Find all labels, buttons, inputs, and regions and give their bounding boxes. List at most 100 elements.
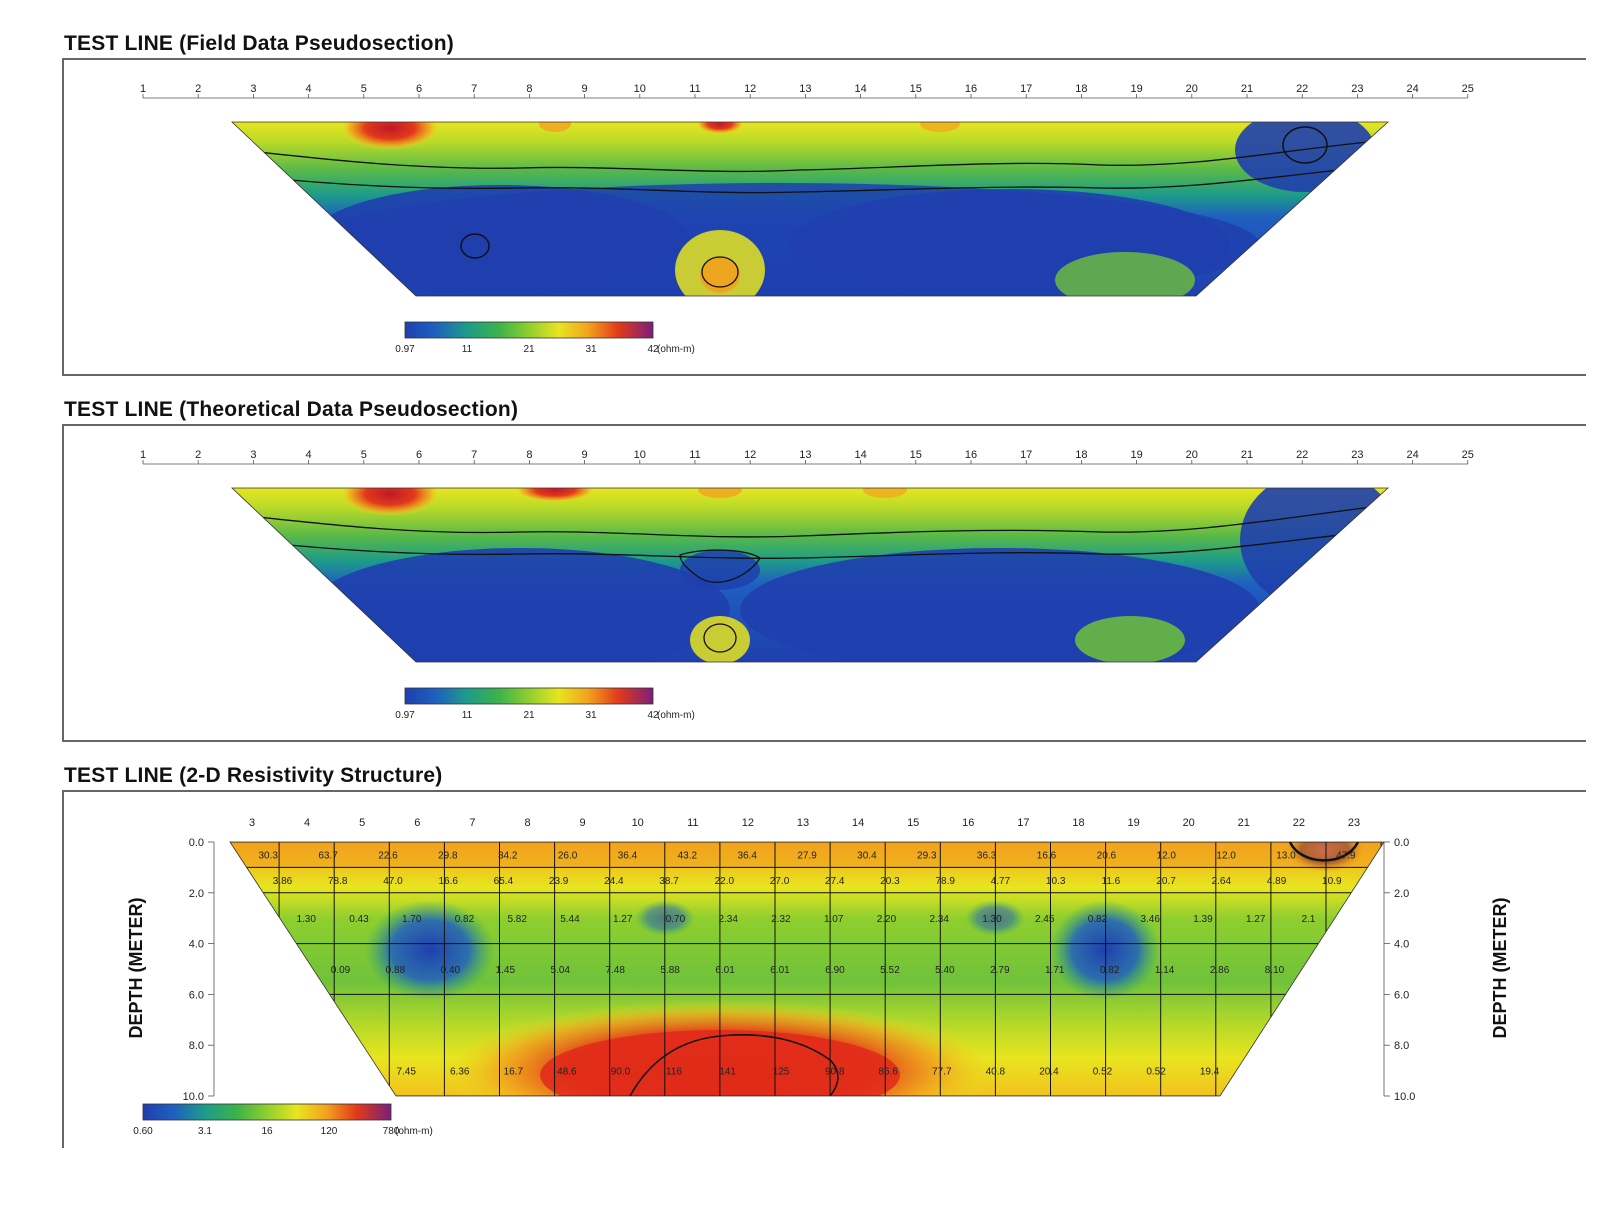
cell-value: 1.27: [613, 914, 633, 925]
cell-value: 4.77: [991, 876, 1011, 887]
panel-frame-theoretical: [62, 424, 1586, 742]
cell-value: 63.7: [318, 851, 338, 862]
cell-value: 23.9: [549, 876, 569, 887]
electrode-tick-label: 16: [965, 449, 977, 461]
cell-value: 0.88: [386, 965, 406, 976]
electrode-tick-label: 10: [634, 83, 646, 95]
cell-value: 20.3: [880, 876, 900, 887]
electrode-tick-label: 9: [580, 817, 586, 829]
electrode-tick-label: 5: [361, 83, 367, 95]
electrode-tick-label: 15: [907, 817, 919, 829]
cell-value: 12.0: [1216, 851, 1236, 862]
electrode-tick-label: 6: [414, 817, 420, 829]
cell-value: 22.0: [715, 876, 735, 887]
theoretical-pseudosection: [230, 487, 1390, 663]
theoretical-electrode-ticks: 1 2 3 4 5 6 7 8 9 10 11 12 13 14 15 16 17 18 19 20 21 22 23 24 2…: [140, 449, 1474, 465]
electrode-tick-label: 25: [1462, 83, 1474, 95]
cell-value: 43.2: [678, 851, 698, 862]
electrode-tick-label: 13: [797, 817, 809, 829]
cell-value: 5.44: [560, 914, 580, 925]
electrode-tick-label: 12: [744, 449, 756, 461]
cell-value: 0.40: [441, 965, 461, 976]
structure-electrode-ticks: 3 4 5 6 7 8 9 10 11 12 13 14 15 16 17 18 19 20 21 22 23: [249, 817, 1360, 829]
electrode-tick-label: 20: [1186, 83, 1198, 95]
electrode-tick-label: 21: [1241, 83, 1253, 95]
cell-value: 2.20: [877, 914, 897, 925]
electrode-tick-label: 14: [854, 449, 866, 461]
depth-tick-label: 10.0: [183, 1091, 204, 1103]
electrode-tick-label: 20: [1183, 817, 1195, 829]
cell-value: 77.7: [932, 1067, 952, 1078]
electrode-tick-label: 22: [1296, 83, 1308, 95]
cell-value: 125: [773, 1067, 790, 1078]
cell-value: 1.71: [1045, 965, 1065, 976]
electrode-tick-label: 11: [687, 817, 698, 829]
electrode-tick-label: 23: [1351, 83, 1363, 95]
cell-value: 22.6: [378, 851, 398, 862]
cell-value: 29.8: [438, 851, 458, 862]
cell-value: 4.89: [1267, 876, 1287, 887]
cell-value: 1.14: [1155, 965, 1175, 976]
cell-value: 36.4: [737, 851, 757, 862]
electrode-tick-label: 19: [1130, 449, 1142, 461]
colorbar-unit: (ohm-m): [657, 710, 695, 721]
electrode-tick-label: 18: [1072, 817, 1084, 829]
depth-tick-label: 4.0: [1394, 939, 1409, 951]
theoretical-colorbar: 0.97 11 21 31 42(ohm-m): [395, 687, 695, 721]
cell-value: 36.3: [977, 851, 997, 862]
cell-value: 1.45: [496, 965, 516, 976]
panel-frame-structure: [62, 790, 1586, 1148]
electrode-tick-label: 11: [689, 449, 700, 461]
cell-value: 36.4: [618, 851, 638, 862]
cell-value: 0.82: [455, 914, 475, 925]
cell-value: 2.45: [1035, 914, 1055, 925]
electrode-tick-label: 13: [799, 449, 811, 461]
electrode-tick-label: 19: [1130, 83, 1142, 95]
cell-value: 65.4: [494, 876, 514, 887]
cell-value: 141: [719, 1067, 736, 1078]
cell-value: 0.43: [349, 914, 369, 925]
depth-tick-label: 4.0: [189, 939, 204, 951]
cell-value: 90.8: [825, 1067, 845, 1078]
structure-colorbar: 0.60 3.1 16 120 780(ohm-m): [133, 1103, 433, 1137]
colorbar-label: 3.1: [198, 1126, 212, 1137]
cell-value: 7.45: [396, 1067, 416, 1078]
cell-value: 1.27: [1246, 914, 1266, 925]
cell-value: 20.6: [1097, 851, 1117, 862]
colorbar-label: 0.97: [395, 710, 415, 721]
depth-axis-left: 0.0 2.0 4.0 6.0 8.0 10.0: [183, 837, 215, 1103]
depth-tick-label: 0.0: [189, 837, 204, 849]
structure-grid: [230, 842, 1384, 1096]
cell-value: 90.0: [611, 1067, 631, 1078]
colorbar-label: 16: [261, 1126, 273, 1137]
cell-value: 78.8: [328, 876, 348, 887]
electrode-tick-label: 6: [416, 449, 422, 461]
electrode-tick-label: 14: [854, 83, 866, 95]
cell-value: 1.30: [296, 914, 316, 925]
electrode-tick-label: 3: [249, 817, 255, 829]
cell-value: 47.0: [383, 876, 403, 887]
cell-value: 86.6: [879, 1067, 899, 1078]
cell-value: 20.7: [1156, 876, 1176, 887]
cell-value: 38.7: [659, 876, 679, 887]
colorbar-label: 11: [462, 344, 473, 355]
colorbar-label: 780: [383, 1126, 400, 1137]
electrode-tick-label: 25: [1462, 449, 1474, 461]
electrode-tick-label: 11: [689, 83, 700, 95]
electrode-tick-label: 21: [1241, 449, 1253, 461]
electrode-tick-label: 10: [632, 817, 644, 829]
colorbar-unit: (ohm-m): [657, 344, 695, 355]
cell-value: 2.64: [1212, 876, 1232, 887]
cell-value: 7.48: [605, 965, 625, 976]
cell-value: 2.79: [990, 965, 1010, 976]
panel-title-field: TEST LINE (Field Data Pseudosection): [64, 32, 454, 55]
electrode-tick-label: 23: [1348, 817, 1360, 829]
electrode-tick-label: 17: [1020, 449, 1032, 461]
electrode-tick-label: 12: [742, 817, 754, 829]
electrode-tick-label: 22: [1296, 449, 1308, 461]
electrode-tick-label: 8: [524, 817, 530, 829]
cell-value: 5.88: [660, 965, 680, 976]
cell-value: 3.46: [1140, 914, 1160, 925]
cell-value: 6.01: [715, 965, 735, 976]
